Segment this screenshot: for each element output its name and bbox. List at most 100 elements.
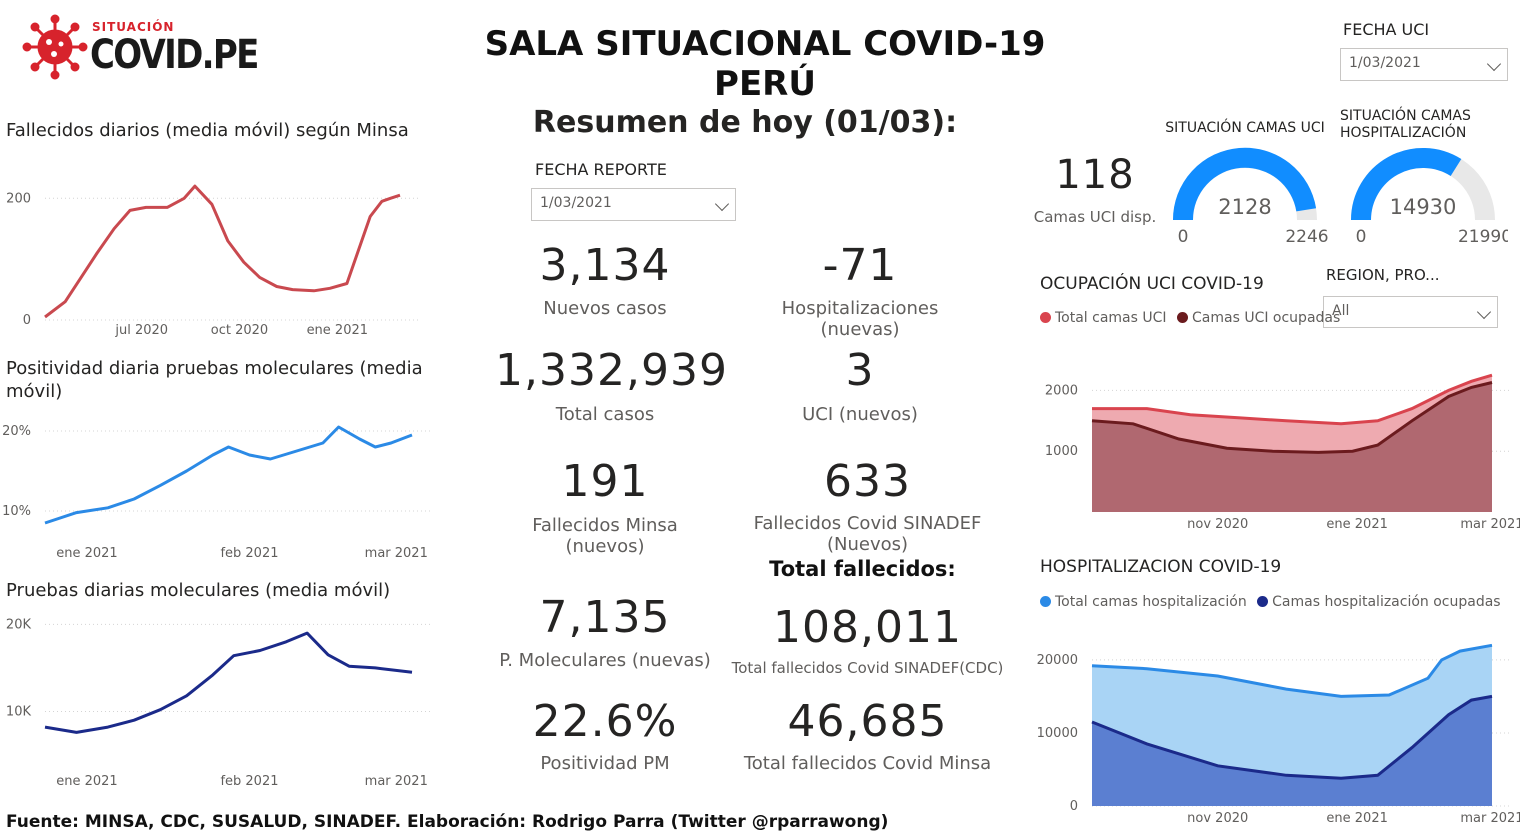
kpi-total-sinadef-value: 108,011 <box>773 602 962 653</box>
gauge-uci: 2128 0 2246 <box>1172 147 1329 245</box>
logo-small-text: SITUACIÓN <box>92 20 175 34</box>
hospitalizacion-series-1-line <box>1091 694 1493 780</box>
kpi-total-minsa-value: 46,685 <box>787 696 948 747</box>
kpi-moleculares-value: 7,135 <box>539 592 671 643</box>
camas-uci-disp-value: 118 <box>1055 152 1135 198</box>
legend-dot <box>1040 312 1051 323</box>
chevron-down-icon <box>714 196 730 212</box>
gauge-fill <box>1351 148 1462 221</box>
y-tick-label: 0 <box>23 313 31 328</box>
y-tick-label: 0 <box>1070 799 1078 814</box>
legend-ocupadas-uci: Camas UCI ocupadas <box>1192 310 1341 326</box>
x-tick-label: ene 2021 <box>1326 811 1387 826</box>
gauge-hosp: 14930 0 21990 <box>1351 148 1508 245</box>
fallecidos-line-chart: 0 200 jul 2020 oct 2020 ene 2021 <box>6 184 420 338</box>
footer-source: Fuente: MINSA, CDC, SUSALUD, SINADEF. El… <box>6 812 889 832</box>
y-tick-label: 10% <box>2 504 31 519</box>
fecha-reporte-label: FECHA REPORTE <box>535 160 667 179</box>
kpi-uci-nuevos-label: UCI (nuevos) <box>802 404 918 425</box>
ocupacion-uci-area-chart: 1000 2000 nov 2020 ene 2021 mar 2021 <box>1045 373 1520 532</box>
hospitalizacion-series-1-area <box>1092 696 1492 806</box>
x-tick-label: ene 2021 <box>56 774 117 789</box>
kpi-fallecidos-minsa-value: 191 <box>561 456 649 507</box>
x-tick-label: ene 2021 <box>56 546 117 561</box>
positividad-line-chart: 10% 20% ene 2021 feb 2021 mar 2021 <box>2 424 432 561</box>
pruebas-series-line <box>44 631 413 734</box>
ocupacion_uci-series-1-area <box>1092 382 1492 512</box>
kpi-nuevos-casos-label: Nuevos casos <box>543 298 667 319</box>
y-tick-label: 2000 <box>1045 383 1078 398</box>
x-tick-label: oct 2020 <box>211 323 268 338</box>
gauge-min-label: 0 <box>1356 227 1367 245</box>
x-tick-label: mar 2021 <box>365 774 428 789</box>
kpi-uci-nuevos-value: 3 <box>845 345 875 396</box>
kpi-hospitalizaciones-value: -71 <box>822 240 898 291</box>
y-tick-label: 1000 <box>1045 444 1078 459</box>
y-tick-label: 20000 <box>1037 653 1078 668</box>
legend-total-hosp: Total camas hospitalización <box>1055 594 1247 610</box>
gauge-max-label: 21990 <box>1458 227 1508 245</box>
kpi-fallecidos-sinadef-label: Fallecidos Covid SINADEF (Nuevos) <box>753 513 982 555</box>
x-tick-label: ene 2021 <box>307 323 368 338</box>
x-tick-label: mar 2021 <box>1460 517 1520 532</box>
ocupacion-uci-legend: Total camas UCI Camas UCI ocupadas <box>1040 310 1340 326</box>
y-tick-label: 10K <box>6 704 32 719</box>
ocupacion-uci-title: OCUPACIÓN UCI COVID-19 <box>1040 274 1264 294</box>
y-tick-label: 200 <box>6 191 31 206</box>
summary-title: Resumen de hoy (01/03): <box>532 105 958 140</box>
x-tick-label: ene 2021 <box>1326 517 1387 532</box>
gauge-value-label: 2128 <box>1218 195 1271 219</box>
fecha-reporte-value: 1/03/2021 <box>540 195 612 211</box>
gauge-value-label: 14930 <box>1390 195 1457 219</box>
hospitalizacion-area-chart: 0 10000 20000 nov 2020 ene 2021 mar 2021 <box>1037 643 1520 826</box>
virus-icon <box>22 14 88 80</box>
ocupacion_uci-series-0-line <box>1092 373 1493 426</box>
pruebas-chart-title: Pruebas diarias moleculares (media móvil… <box>6 580 391 601</box>
fecha-uci-value: 1/03/2021 <box>1349 55 1421 71</box>
kpi-total-casos-value: 1,332,939 <box>495 345 728 396</box>
region-dropdown[interactable]: All <box>1323 296 1498 328</box>
pruebas-line-chart: 10K 20K ene 2021 feb 2021 mar 2021 <box>6 617 432 789</box>
kpi-total-sinadef-label: Total fallecidos Covid SINADEF(CDC) <box>731 659 1004 677</box>
fallecidos-series-line <box>44 184 401 319</box>
gauge-fill <box>1172 147 1317 221</box>
kpi-nuevos-casos-value: 3,134 <box>539 240 671 291</box>
legend-dot <box>1040 596 1051 607</box>
positividad-series-line <box>44 425 413 525</box>
gauge-uci-title: SITUACIÓN CAMAS UCI <box>1165 120 1325 136</box>
kpi-moleculares-label: P. Moleculares (nuevas) <box>499 650 711 671</box>
gauge-min-label: 0 <box>1178 227 1189 245</box>
y-tick-label: 10000 <box>1037 726 1078 741</box>
x-tick-label: mar 2021 <box>365 546 428 561</box>
kpi-hospitalizaciones-label: Hospitalizaciones (nuevas) <box>781 298 939 340</box>
fallecidos-chart-title: Fallecidos diarios (media móvil) según M… <box>6 120 409 141</box>
legend-ocupadas-hosp: Camas hospitalización ocupadas <box>1272 594 1501 610</box>
hospitalizacion-legend: Total camas hospitalización Camas hospit… <box>1040 594 1501 610</box>
kpi-fallecidos-minsa-label: Fallecidos Minsa (nuevos) <box>532 515 678 557</box>
total-fallecidos-title: Total fallecidos: <box>769 557 956 581</box>
y-tick-label: 20% <box>2 424 31 439</box>
legend-dot <box>1257 596 1269 607</box>
positividad-chart-title: Positividad diaria pruebas moleculares (… <box>6 358 423 402</box>
x-tick-label: jul 2020 <box>114 323 168 338</box>
gauge-hosp-title: SITUACIÓN CAMAS HOSPITALIZACIÓN <box>1340 108 1471 141</box>
fecha-uci-dropdown[interactable]: 1/03/2021 <box>1340 48 1508 81</box>
y-tick-label: 20K <box>6 617 32 632</box>
kpi-positividad-label: Positividad PM <box>540 753 670 774</box>
x-tick-label: mar 2021 <box>1460 811 1520 826</box>
chevron-down-icon <box>1476 304 1492 320</box>
region-value: All <box>1332 303 1350 319</box>
page-title: SALA SITUACIONAL COVID-19 PERÚ <box>484 24 1046 104</box>
kpi-total-casos-label: Total casos <box>555 404 655 425</box>
legend-dot <box>1177 312 1188 323</box>
camas-uci-disp-label: Camas UCI disp. <box>1033 208 1157 226</box>
chevron-down-icon <box>1486 56 1502 72</box>
x-tick-label: nov 2020 <box>1187 811 1248 826</box>
legend-total-uci: Total camas UCI <box>1055 310 1167 326</box>
fecha-reporte-dropdown[interactable]: 1/03/2021 <box>531 188 736 221</box>
x-tick-label: feb 2021 <box>220 774 278 789</box>
ocupacion_uci-series-1-line <box>1091 381 1493 454</box>
gauge-max-label: 2246 <box>1285 227 1328 245</box>
kpi-total-minsa-label: Total fallecidos Covid Minsa <box>743 753 992 774</box>
x-tick-label: nov 2020 <box>1187 517 1248 532</box>
